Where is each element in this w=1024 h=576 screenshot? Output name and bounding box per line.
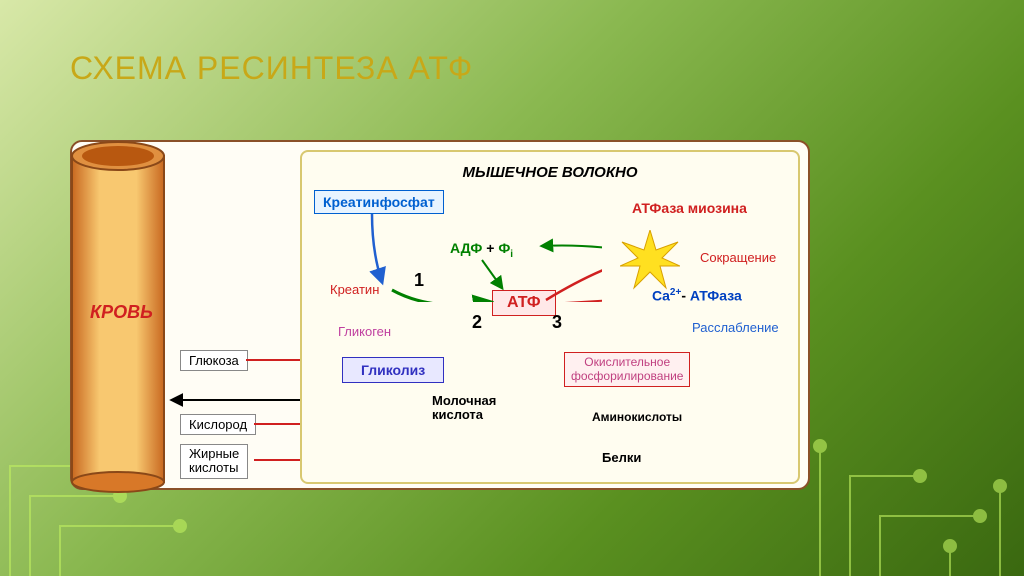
creatine-phosphate-box: Креатинфосфат (314, 190, 444, 214)
pi-f: Ф (498, 240, 510, 256)
blood-label: КРОВЬ (90, 302, 153, 323)
atpase-myosin-label: АТФаза миозина (632, 200, 747, 216)
ca-sep: - (681, 288, 690, 304)
oxphos-l2: фосфорилирование (571, 369, 683, 383)
fatty-acids-label: Жирные кислоты (180, 444, 248, 479)
lactic-l2: кислота (432, 407, 483, 422)
pathway-1: 1 (414, 270, 424, 291)
plus-text: + (486, 240, 494, 256)
pathway-3: 3 (552, 312, 562, 333)
lactic-acid-label: Молочная кислота (432, 394, 496, 423)
fiber-title: МЫШЕЧНОЕ ВОЛОКНО (462, 164, 637, 181)
amino-acids-label: Аминокислоты (592, 410, 682, 424)
oxphos-l1: Окислительное (584, 355, 670, 369)
oxygen-label: Кислород (180, 414, 256, 435)
glycolysis-box: Гликолиз (342, 357, 444, 383)
creatine-label: Креатин (330, 282, 379, 297)
adp-text: АДФ (450, 240, 482, 256)
glycogen-label: Гликоген (338, 324, 391, 339)
ca-text: Ca (652, 288, 670, 304)
fatty-line2: кислоты (189, 460, 238, 475)
atp-box: АТФ (492, 290, 556, 316)
oxidative-phosphorylation-box: Окислительное фосфорилирование (564, 352, 690, 387)
adp-pi-label: АДФ + Фi (450, 240, 513, 260)
contraction-label: Сокращение (700, 250, 776, 265)
relaxation-label: Расслабление (692, 320, 779, 335)
muscle-fiber-box: МЫШЕЧНОЕ ВОЛОКНО Креатинфосфат АТФ Глико… (300, 150, 800, 484)
ca-rest: АТФаза (690, 288, 742, 304)
fatty-line1: Жирные (189, 446, 239, 461)
pi-i: i (510, 249, 513, 260)
diagram-panel: КРОВЬ Глюкоза Кислород Жирные кислоты МЫ… (70, 140, 810, 490)
proteins-label: Белки (602, 450, 641, 465)
star-icon (620, 230, 680, 290)
lactic-l1: Молочная (432, 393, 496, 408)
glucose-label: Глюкоза (180, 350, 248, 371)
slide-title: СХЕМА РЕСИНТЕЗА АТФ (70, 50, 473, 87)
pathway-2: 2 (472, 312, 482, 333)
